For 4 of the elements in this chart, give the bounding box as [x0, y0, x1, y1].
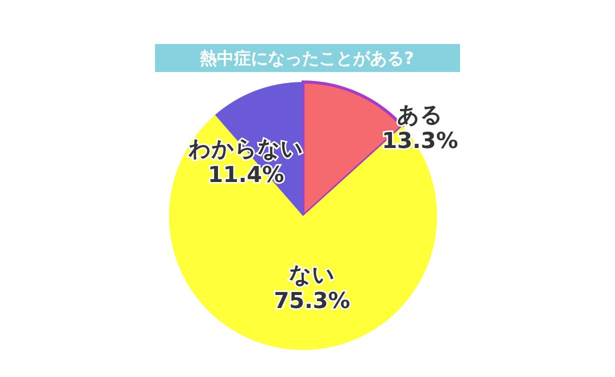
chart-title: 熱中症になったことがある?	[199, 49, 414, 69]
slice-label: ある	[397, 103, 443, 128]
slice-label: ない	[289, 263, 335, 288]
data-label: 75.3%	[274, 289, 350, 314]
